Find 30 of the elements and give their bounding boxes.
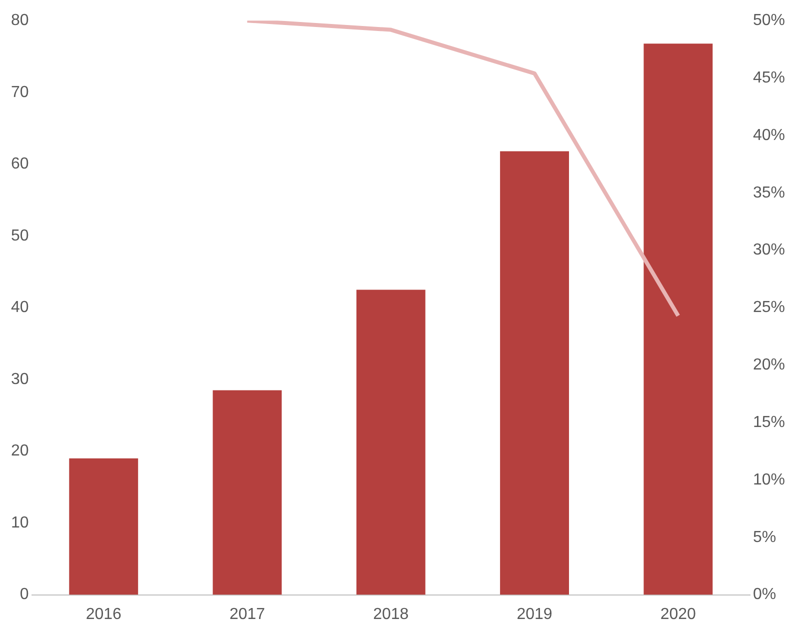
bar — [212, 390, 282, 595]
y-tick-label: 30 — [11, 370, 29, 388]
x-tick-label: 2018 — [373, 606, 409, 623]
y2-tick-label: 45% — [752, 69, 786, 86]
y-tick-label: 80 — [11, 12, 29, 30]
y2-tick-label: 10% — [752, 471, 786, 488]
y2-tick-label: 0% — [752, 586, 776, 604]
y2-tick-label: 15% — [752, 414, 786, 431]
y2-tick-label: 30% — [752, 242, 786, 259]
bar — [500, 151, 569, 595]
y-tick-label: 60 — [11, 156, 29, 173]
y-tick-label: 10 — [11, 514, 29, 532]
y2-tick-label: 5% — [752, 528, 776, 546]
bar — [69, 458, 138, 595]
y2-tick-label: 25% — [752, 299, 786, 316]
x-tick-label: 2016 — [86, 606, 122, 623]
y2-tick-label: 20% — [752, 356, 786, 374]
y2-tick-label: 40% — [752, 126, 786, 144]
x-tick-label: 2019 — [516, 606, 552, 623]
y2-tick-label: 50% — [752, 12, 786, 30]
x-tick-label: 2017 — [229, 606, 266, 623]
y-tick-label: 40 — [11, 299, 29, 316]
y2-tick-label: 35% — [752, 184, 786, 202]
y-tick-label: 20 — [11, 442, 29, 460]
y-tick-label: 0 — [20, 586, 29, 604]
y-tick-label: 70 — [11, 84, 29, 101]
bar — [356, 290, 426, 595]
y-tick-label: 50 — [11, 227, 29, 244]
bar — [644, 44, 713, 595]
x-tick-label: 2020 — [660, 606, 696, 623]
